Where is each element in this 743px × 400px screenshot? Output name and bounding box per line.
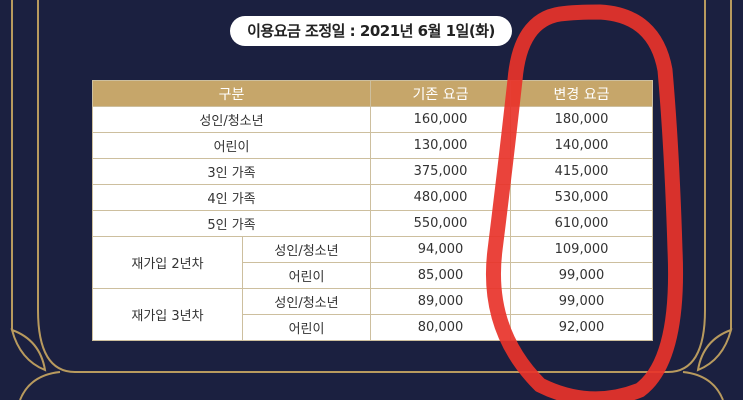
new-fee-cell: 415,000	[510, 158, 654, 185]
new-fee-cell: 530,000	[510, 184, 654, 211]
table-row: 5인 가족 550,000 610,000	[91, 210, 654, 237]
new-fee-cell: 140,000	[510, 132, 654, 159]
column-header: 변경 요금	[510, 80, 654, 107]
date-banner: 이용요금 조정일 : 2021년 6월 1일(화)	[230, 16, 512, 46]
table-row: 재가입 3년차 성인/청소년 89,000 99,000	[92, 288, 654, 341]
column-header: 구분	[91, 80, 372, 107]
table-row: 3인 가족 375,000 415,000	[91, 158, 654, 185]
category-cell: 어린이	[91, 132, 372, 159]
new-fee-cell: 610,000	[510, 210, 654, 237]
old-fee-cell: 89,000	[370, 288, 512, 315]
old-fee-cell: 130,000	[370, 132, 512, 159]
old-fee-cell: 85,000	[370, 262, 512, 289]
category-cell: 성인/청소년	[241, 288, 372, 315]
new-fee-cell: 99,000	[510, 262, 654, 289]
new-fee-cell: 109,000	[510, 236, 654, 263]
category-cell: 어린이	[241, 314, 372, 341]
category-cell: 어린이	[241, 262, 372, 289]
old-fee-cell: 550,000	[370, 210, 512, 237]
table-row: 4인 가족 480,000 530,000	[91, 184, 654, 211]
new-fee-cell: 180,000	[510, 106, 654, 133]
column-header: 기존 요금	[370, 80, 512, 107]
old-fee-cell: 160,000	[370, 106, 512, 133]
old-fee-cell: 375,000	[370, 158, 512, 185]
group-cell: 재가입 2년차	[92, 236, 243, 289]
category-cell: 3인 가족	[91, 158, 372, 185]
old-fee-cell: 80,000	[370, 314, 512, 341]
group-cell: 재가입 3년차	[92, 288, 243, 341]
new-fee-cell: 99,000	[510, 288, 654, 315]
category-cell: 4인 가족	[91, 184, 372, 211]
table-row: 어린이 130,000 140,000	[91, 132, 654, 159]
category-cell: 성인/청소년	[91, 106, 372, 133]
table-row: 재가입 2년차 성인/청소년 94,000 109,000	[92, 236, 654, 289]
new-fee-cell: 92,000	[510, 314, 654, 341]
old-fee-cell: 480,000	[370, 184, 512, 211]
fee-table: 구분 기존 요금 변경 요금 성인/청소년 160,000 180,000 어린이 13…	[91, 80, 654, 341]
category-cell: 5인 가족	[91, 210, 372, 237]
old-fee-cell: 94,000	[370, 236, 512, 263]
category-cell: 성인/청소년	[241, 236, 372, 263]
table-row: 성인/청소년 160,000 180,000	[91, 106, 654, 133]
